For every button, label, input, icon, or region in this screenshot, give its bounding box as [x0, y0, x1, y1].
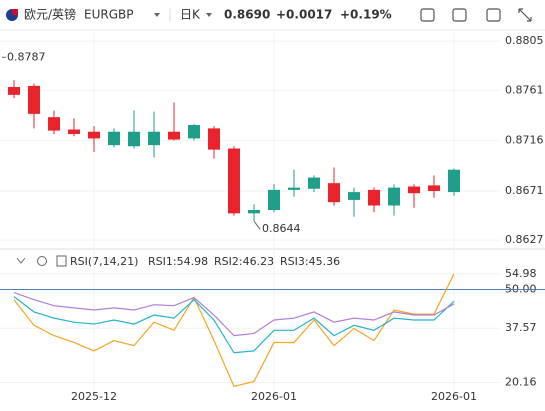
pair-name[interactable]: 欧元/英镑: [24, 7, 76, 22]
draw-button[interactable]: [452, 8, 467, 22]
y-tick-label: 0.8716: [505, 134, 544, 147]
annotation-line: [253, 220, 261, 230]
candle-body: [328, 183, 340, 203]
candle-body: [308, 177, 320, 189]
fullscreen-button[interactable]: [518, 8, 532, 22]
settings-button[interactable]: [486, 8, 501, 22]
candle-body: [408, 186, 420, 194]
legend-entry: RSI2:46.23: [214, 255, 274, 268]
rsi-line: [13, 296, 455, 354]
rsi-line: [13, 291, 455, 337]
y-tick-label: 0.8671: [505, 184, 544, 197]
candle-body: [148, 131, 160, 146]
change: +0.0017: [276, 8, 332, 22]
dropdown-arrow[interactable]: [206, 13, 212, 17]
candle-body: [388, 187, 400, 206]
candle-body: [8, 87, 20, 95]
candle-body: [228, 148, 240, 214]
dropdown-arrow[interactable]: [154, 13, 160, 17]
candle-body: [68, 129, 80, 134]
y-tick-label: 37.57: [505, 321, 537, 334]
candle-body: [88, 131, 100, 139]
candle-body: [448, 169, 460, 193]
candle-body: [208, 128, 220, 150]
indicator-button[interactable]: [420, 8, 435, 22]
candle-body: [288, 187, 300, 190]
period[interactable]: 日K: [180, 8, 201, 22]
x-tick-label: 2025-12: [71, 390, 117, 403]
candle-body: [128, 131, 140, 147]
y-tick-label: 0.8805: [505, 34, 544, 47]
collapse-button[interactable]: [16, 257, 26, 264]
annotation: 0.8644: [262, 222, 301, 235]
toolbar: [420, 8, 532, 22]
y-tick-label: 54.98: [505, 267, 537, 280]
rsi-toolbar: [16, 255, 67, 267]
candle-body: [368, 189, 380, 206]
candle-body: [428, 185, 440, 191]
rsi-line: [13, 273, 455, 388]
y-tick-label: 0.8761: [505, 83, 544, 96]
candle-body: [348, 192, 360, 200]
legend-entry: RSI3:45.36: [280, 255, 340, 268]
symbol[interactable]: EURGBP: [84, 8, 133, 22]
candle-body: [248, 209, 260, 214]
legend-entry: RSI1:54.98: [148, 255, 208, 268]
price: 0.8690: [224, 8, 270, 22]
x-tick-label: 2026-01: [431, 390, 477, 403]
top-bar: [0, 0, 545, 30]
y-tick-label: 20.16: [505, 376, 537, 389]
settings-button[interactable]: [37, 256, 47, 266]
x-tick-label: 2026-01: [251, 390, 297, 403]
change-pct: +0.19%: [340, 8, 392, 22]
candle-body: [188, 125, 200, 139]
candle-body: [108, 131, 120, 146]
flag-icon-part: [12, 9, 18, 15]
candle-body: [168, 131, 180, 140]
rsi-title: RSI(7,14,21): [70, 255, 138, 268]
info-button[interactable]: [56, 255, 67, 267]
candle-body: [28, 85, 40, 114]
candle-body: [48, 117, 60, 131]
candle-body: [268, 189, 280, 210]
y-tick-label: 0.8627: [505, 233, 544, 246]
annotation: 0.8787: [7, 50, 46, 63]
